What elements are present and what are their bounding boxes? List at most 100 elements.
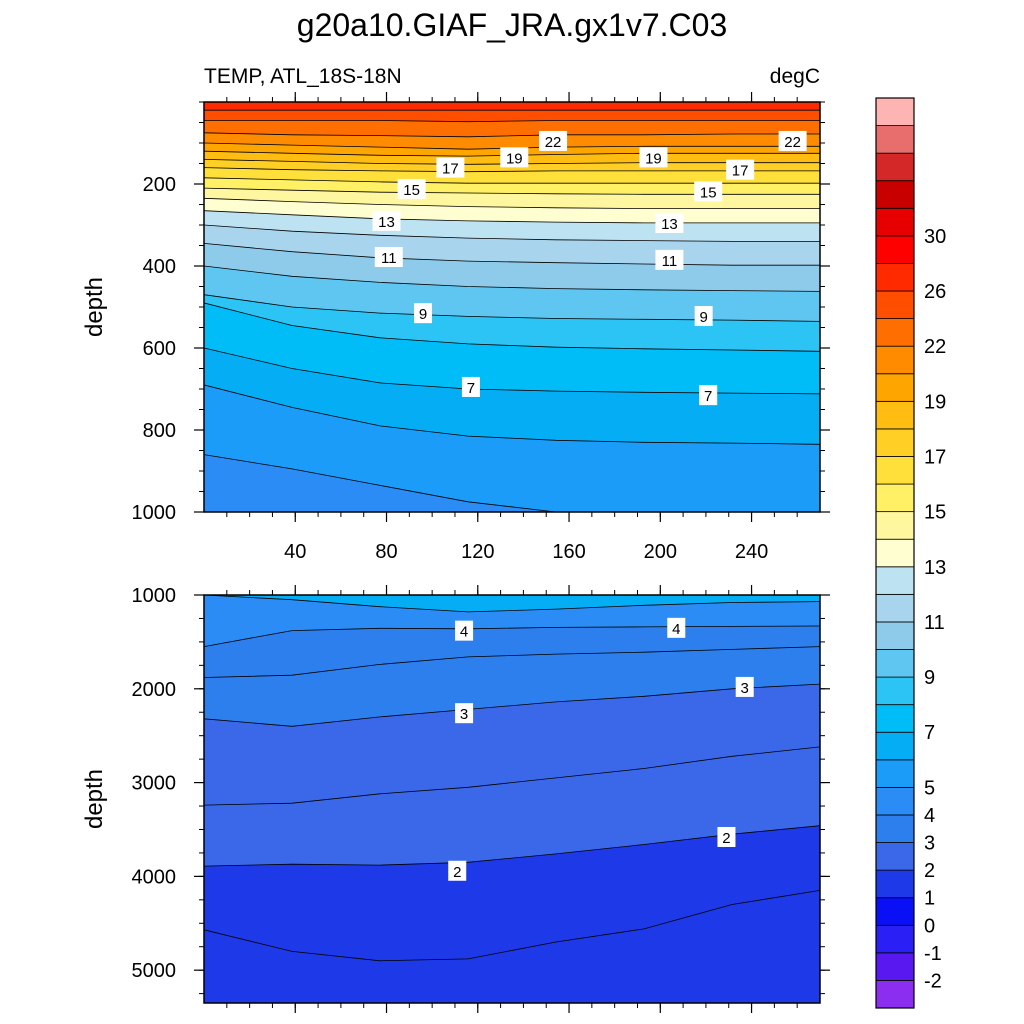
- contour-band-1.5: [204, 890, 820, 1003]
- contour-bands: [204, 595, 820, 1003]
- y-tick-label: 1000: [132, 585, 177, 607]
- contour-line-10: [204, 265, 820, 292]
- contour-label-bg: [655, 249, 684, 270]
- contour-label-bg: [372, 210, 401, 231]
- colorbar-swatch: [875, 400, 915, 430]
- contour-label-bg: [455, 703, 474, 724]
- contour-label: 7: [467, 380, 475, 397]
- colorbar-swatch: [875, 538, 915, 568]
- x-tick-label: 160: [552, 541, 585, 563]
- contour-label: 17: [732, 163, 749, 180]
- contour-line-8: [204, 302, 820, 352]
- x-tick-label: 200: [644, 541, 677, 563]
- contour-band-5: [204, 454, 820, 512]
- colorbar-swatch: [875, 483, 915, 513]
- colorbar-swatch: [875, 649, 915, 678]
- colorbar-swatch: [875, 207, 915, 237]
- contour-label-bg: [699, 385, 718, 406]
- contour-label: 22: [784, 134, 801, 151]
- colorbar-label: -2: [924, 970, 942, 992]
- contour-line-5: [204, 595, 820, 613]
- colorbar-swatch: [875, 290, 915, 320]
- contour-label-bg: [778, 130, 807, 151]
- contour-label-bg: [735, 676, 754, 697]
- colorbar-label: 9: [924, 667, 935, 689]
- y-axis-label: depth: [81, 769, 108, 829]
- colorbar-swatch: [875, 263, 915, 292]
- y-tick-label: 800: [143, 420, 176, 442]
- x-tick-label: 240: [735, 541, 768, 563]
- colorbar-label: 30: [924, 226, 946, 248]
- contour-line-14: [204, 197, 820, 209]
- colorbar-swatch: [875, 428, 915, 457]
- units-label: degC: [770, 65, 820, 88]
- contour-line-9: [204, 294, 820, 322]
- colorbar-label: 17: [924, 446, 946, 468]
- contour-line-6: [204, 384, 820, 445]
- contour-label-bg: [717, 826, 736, 847]
- colorbar-swatch: [875, 152, 915, 182]
- colorbar-swatch: [875, 897, 915, 926]
- colorbar-swatch: [875, 814, 915, 843]
- contour-label: 11: [381, 250, 397, 267]
- y-tick-label: 5000: [132, 960, 177, 982]
- colorbar-swatch: [875, 373, 915, 402]
- colorbar-swatch: [875, 704, 915, 733]
- colorbar-swatch: [875, 125, 915, 154]
- contour-label-bg: [667, 617, 686, 638]
- contour-label-bg: [500, 147, 529, 168]
- y-tick-label: 3000: [132, 773, 177, 795]
- colorbar-label: 2: [924, 860, 935, 882]
- y-tick-label: 1000: [132, 502, 177, 524]
- figure-title: g20a10.GIAF_JRA.gx1v7.C03: [297, 7, 727, 43]
- contour-label: 9: [419, 306, 427, 323]
- colorbar-frame: [875, 97, 915, 1009]
- colorbar-swatch: [875, 593, 915, 623]
- contour-label: 3: [460, 706, 468, 723]
- colorbar-swatch: [875, 235, 915, 264]
- y-tick-label: 2000: [132, 679, 177, 701]
- contour-line-7: [204, 347, 820, 395]
- colorbar-swatch: [875, 97, 915, 126]
- colorbar-label: 15: [924, 502, 946, 524]
- contour-label: 22: [545, 134, 562, 151]
- contour-label: 11: [662, 253, 678, 270]
- contour-label-bg: [539, 130, 568, 151]
- lower-panel: 4 4 3 3 2 2 1000 2000 3000 4000 5000 depth: [81, 585, 830, 1013]
- contour-line-17: [204, 167, 820, 173]
- contour-label: 13: [378, 214, 395, 231]
- colorbar-swatch: [875, 318, 915, 347]
- contour-band-6: [204, 384, 820, 512]
- contour-line-24: [204, 120, 820, 123]
- contour-line-2: [204, 825, 820, 867]
- colorbar-label: 0: [924, 915, 935, 937]
- contour-label-bg: [448, 860, 467, 881]
- colorbar-label: 11: [924, 612, 945, 634]
- y-axis-label: depth: [81, 277, 108, 337]
- x-tick-label: 40: [284, 541, 306, 563]
- y-tick-label: 400: [143, 256, 176, 278]
- colorbar-label: 5: [924, 777, 935, 799]
- colorbar-swatch: [875, 786, 915, 816]
- colorbar-label: 22: [924, 336, 946, 358]
- contour-line-3.5: [204, 646, 820, 678]
- contour-label: 15: [403, 182, 420, 199]
- variable-label: TEMP, ATL_18S-18N: [204, 65, 402, 88]
- colorbar-swatch: [875, 456, 915, 485]
- contour-label-bg: [694, 306, 713, 327]
- contour-label: 3: [741, 680, 749, 697]
- contour-line-4: [204, 625, 820, 647]
- contour-label: 2: [722, 830, 730, 847]
- colorbar-swatch: [875, 621, 915, 650]
- contour-label: 4: [460, 624, 468, 641]
- upper-panel: 22 22 19 19 17 17 15 15 13 13 11 11 9 9 7 7 200 400 600 800…: [81, 92, 830, 563]
- y-tick-label: 4000: [132, 866, 177, 888]
- colorbar-label: 26: [924, 281, 946, 303]
- colorbar-label: 3: [924, 833, 935, 855]
- colorbar-swatch: [875, 759, 915, 788]
- contour-label: 15: [700, 184, 717, 201]
- contour-label-bg: [461, 376, 480, 397]
- colorbar-swatch: [875, 345, 915, 375]
- contour-label: 17: [442, 161, 459, 178]
